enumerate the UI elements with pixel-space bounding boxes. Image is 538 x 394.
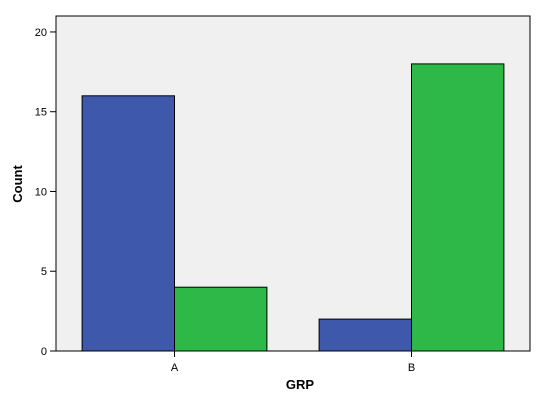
- x-tick-label-B: B: [408, 362, 415, 374]
- x-axis-title: GRP: [286, 377, 315, 392]
- y-tick-label-20: 20: [35, 27, 47, 39]
- y-axis-title: Count: [10, 165, 25, 203]
- y-tick-label-5: 5: [41, 266, 47, 278]
- y-axis: 0 5 10 15 20: [35, 27, 56, 358]
- bar-A-series-2: [174, 286, 268, 352]
- bar-B-series-1: [318, 318, 413, 352]
- y-tick-label-0: 0: [41, 346, 47, 358]
- y-tick-label-15: 15: [35, 107, 47, 119]
- y-tick-label-10: 10: [35, 186, 47, 198]
- x-tick-label-A: A: [171, 362, 179, 374]
- bars-layer: [81, 63, 505, 352]
- bar-B-series-2: [411, 63, 505, 352]
- bar-A-series-1: [81, 95, 175, 352]
